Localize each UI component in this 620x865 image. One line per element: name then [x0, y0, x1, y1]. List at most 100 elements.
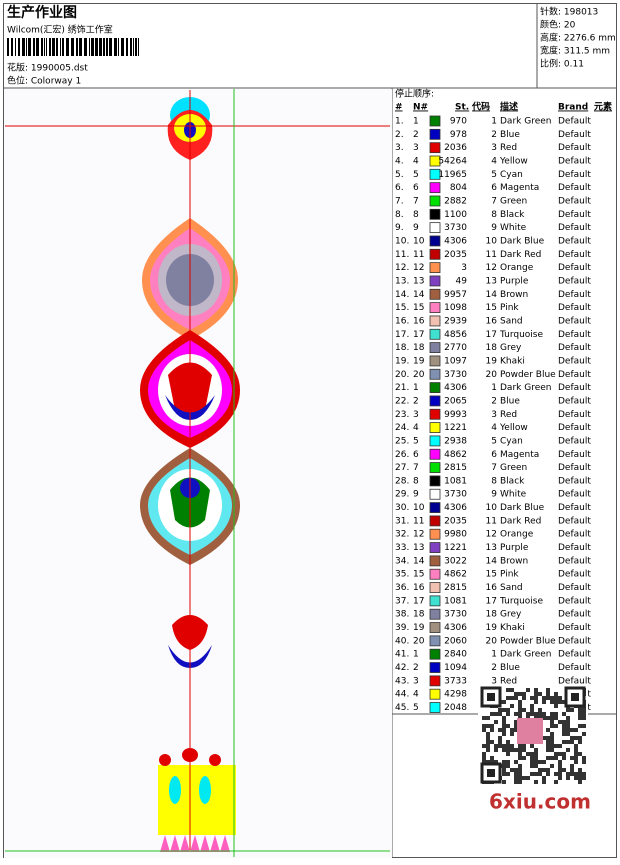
- row-no: 12.: [395, 263, 409, 273]
- row-n: 11: [413, 516, 424, 526]
- qr-cell: [574, 776, 578, 780]
- row-code: 7: [491, 196, 497, 206]
- qr-cell: [518, 708, 522, 712]
- row-brand: Default: [558, 316, 591, 326]
- row-stitches: 3733: [444, 676, 467, 686]
- qr-cell: [518, 700, 522, 704]
- row-n: 4: [413, 423, 419, 433]
- qr-cell: [578, 752, 582, 756]
- row-no: 11.: [395, 250, 409, 260]
- color-swatch: [429, 435, 441, 447]
- color-swatch: [429, 462, 441, 473]
- bar-stripe: [91, 38, 94, 56]
- row-desc: Purple: [500, 543, 529, 553]
- qr-cell: [554, 704, 558, 708]
- row-brand: Default: [558, 303, 591, 313]
- row-n: 5: [413, 436, 419, 446]
- color-swatch: [429, 208, 441, 220]
- qr-cell: [494, 748, 498, 752]
- row-stitches: 1100: [444, 210, 467, 220]
- row-stitches: 9957: [444, 290, 467, 300]
- qr-cell: [578, 768, 582, 772]
- qr-cell: [538, 768, 542, 772]
- qr-cell: [510, 748, 514, 752]
- qr-finder-dot: [487, 769, 495, 777]
- bar-stripe: [103, 38, 105, 56]
- qr-finder-dot: [571, 693, 579, 701]
- bar-stripe: [121, 38, 124, 56]
- qr-cell: [562, 756, 566, 760]
- qr-cell: [522, 708, 526, 712]
- row-n: 9: [413, 490, 419, 500]
- row-desc: Dark Green: [500, 383, 551, 393]
- row-brand: Default: [558, 636, 591, 646]
- row-n: 7: [413, 196, 419, 206]
- row-stitches: 3730: [444, 370, 467, 380]
- qr-cell: [506, 688, 510, 692]
- qr-cell: [490, 756, 494, 760]
- qr-cell: [510, 732, 514, 736]
- color-swatch: [429, 662, 441, 673]
- row-n: 18: [413, 610, 425, 620]
- color-swatch: [429, 702, 441, 713]
- qr-cell: [482, 744, 486, 748]
- row-n: 1: [413, 117, 419, 127]
- row-code: 9: [491, 223, 497, 233]
- qr-cell: [510, 688, 514, 692]
- row-no: 3.: [395, 143, 404, 153]
- bar-stripe: [18, 38, 20, 56]
- qr-cell: [530, 744, 534, 748]
- qr-cell: [514, 720, 518, 724]
- qr-cell: [526, 688, 530, 692]
- qr-cell: [582, 760, 586, 764]
- qr-cell: [554, 752, 558, 756]
- qr-cell: [482, 728, 486, 732]
- row-desc: Cyan: [500, 436, 523, 446]
- qr-cell: [498, 744, 502, 748]
- qr-cell: [506, 712, 510, 716]
- row-desc: Magenta: [500, 450, 539, 460]
- row-n: 2: [413, 396, 419, 406]
- qr-cell: [554, 700, 558, 704]
- qr-cell: [562, 752, 566, 756]
- qr-cell: [578, 708, 582, 712]
- row-code: 14: [486, 556, 498, 566]
- qr-cell: [514, 780, 518, 784]
- qr-cell: [578, 736, 582, 740]
- row-brand: Default: [558, 596, 591, 606]
- qr-cell: [566, 732, 570, 736]
- qr-cell: [546, 740, 550, 744]
- row-code: 13: [486, 543, 497, 553]
- bar-stripe: [28, 38, 31, 56]
- bar-stripe: [46, 38, 47, 56]
- qr-cell: [546, 756, 550, 760]
- qr-cell: [546, 692, 550, 696]
- row-stitches: 49: [456, 276, 468, 286]
- row-code: 12: [486, 263, 497, 273]
- col-element: 元素: [594, 101, 612, 113]
- row-stitches: 3: [461, 263, 467, 273]
- row-desc: White: [500, 223, 527, 233]
- qr-cell: [502, 728, 506, 732]
- qr-cell: [494, 760, 498, 764]
- row-n: 10: [413, 236, 425, 246]
- row-desc: Khaki: [500, 623, 525, 633]
- bar-stripe: [79, 38, 82, 56]
- color-swatch: [429, 128, 441, 140]
- row-no: 10.: [395, 236, 409, 246]
- color-swatch: [429, 475, 441, 487]
- row-n: 5: [413, 703, 419, 713]
- row-stitches: 4306: [444, 383, 467, 393]
- qr-cell: [582, 712, 586, 716]
- row-stitches: 11965: [438, 170, 467, 180]
- qr-cell: [482, 760, 486, 764]
- qr-cell: [486, 732, 490, 736]
- row-stitches: 4306: [444, 503, 467, 513]
- row-desc: Turquoise: [499, 596, 543, 606]
- qr-cell: [522, 776, 526, 780]
- row-desc: Dark Green: [500, 650, 551, 660]
- color-swatch: [429, 582, 441, 593]
- qr-logo: [517, 718, 543, 744]
- color-swatch: [429, 342, 441, 354]
- row-stitches: 2770: [444, 343, 467, 353]
